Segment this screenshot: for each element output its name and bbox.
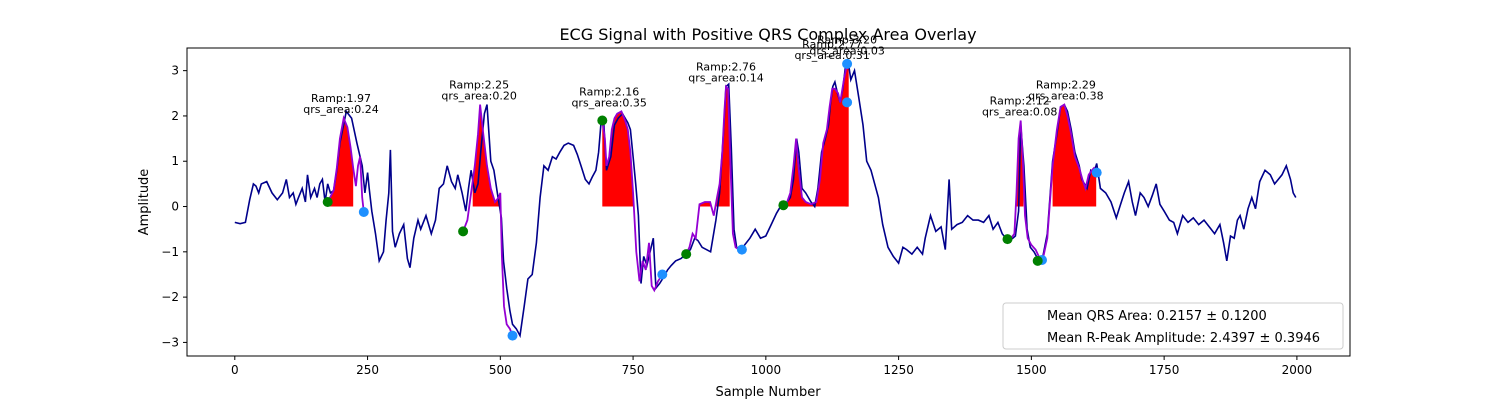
markers-layer xyxy=(322,58,1102,341)
legend-entry-qrs-area: Mean QRS Area: 0.2157 ± 0.1200 xyxy=(1047,309,1267,324)
y-axis-ticks: −3 −2 −1 0 1 2 3 xyxy=(161,64,187,349)
peak-label-4-area: qrs_area:0.14 xyxy=(688,72,763,85)
ecg-series-line xyxy=(234,59,1297,339)
x-tick-label: 250 xyxy=(356,363,379,377)
y-tick-label: 2 xyxy=(171,109,179,123)
r-peak-marker-extra xyxy=(842,58,853,69)
x-tick-label: 1750 xyxy=(1149,363,1180,377)
qrs-offset-marker-1 xyxy=(358,207,369,217)
x-tick-label: 1500 xyxy=(1016,363,1047,377)
plot-frame xyxy=(186,47,1351,357)
qrs-segment-4 xyxy=(685,84,742,255)
peak-label-6-ramp: Ramp:2.12 xyxy=(990,95,1050,108)
peak-labels-layer: Ramp:1.97qrs_area:0.24Ramp:2.25qrs_area:… xyxy=(303,33,1103,118)
peak-label-5-area: qrs_area:0.31 xyxy=(794,49,869,62)
qrs-segment-6 xyxy=(1007,120,1043,261)
peak-label-1-ramp: Ramp:1.97 xyxy=(311,92,371,105)
peak-label-2-ramp: Ramp:2.25 xyxy=(449,79,509,92)
y-axis-label: Amplitude xyxy=(137,169,152,236)
qrs-onset-marker-3 xyxy=(597,115,608,126)
y-tick-label: −3 xyxy=(161,335,179,349)
qrs-onset-marker-5 xyxy=(778,200,789,211)
x-tick-label: 500 xyxy=(489,363,512,377)
qrs-offset-marker-2 xyxy=(507,330,518,341)
qrs-segment-2 xyxy=(462,104,514,336)
qrs-segment-5 xyxy=(782,63,848,206)
peak-label-3-ramp: Ramp:2.16 xyxy=(579,85,639,98)
y-tick-label: 3 xyxy=(171,64,179,78)
ecg-signal-layer xyxy=(234,59,1297,339)
x-tick-label: 1000 xyxy=(751,363,782,377)
qrs-segment-1 xyxy=(326,115,365,213)
qrs-offset-marker-3 xyxy=(657,269,668,280)
qrs-area-fill-1 xyxy=(327,118,354,207)
peak-label-4-ramp: Ramp:2.76 xyxy=(696,61,756,74)
qrs-onset-marker-6 xyxy=(1002,234,1013,245)
qrs-segments-layer xyxy=(326,63,1098,336)
peak-label-6-area: qrs_area:0.08 xyxy=(982,106,1057,119)
x-tick-label: 0 xyxy=(231,363,239,377)
qrs-onset-marker-1 xyxy=(322,197,333,207)
qrs-onset-marker-4 xyxy=(681,249,692,260)
legend-frame xyxy=(1002,302,1344,350)
x-axis-ticks: 0 250 500 750 1000 1250 1500 1750 2000 xyxy=(231,356,1312,377)
peak-label-2-area: qrs_area:0.20 xyxy=(441,90,516,103)
qrs-onset-marker-2 xyxy=(458,226,469,237)
chart-title: ECG Signal with Positive QRS Complex Are… xyxy=(559,25,976,44)
peak-label-3-area: qrs_area:0.35 xyxy=(571,96,646,109)
qrs-segment-3 xyxy=(601,110,664,293)
y-tick-label: 1 xyxy=(171,154,179,168)
qrs-area-fill-2 xyxy=(472,104,501,207)
qrs-onset-marker-7 xyxy=(1032,255,1043,266)
legend-entry-r-peak: Mean R-Peak Amplitude: 2.4397 ± 0.3946 xyxy=(1047,331,1320,346)
qrs-area-fill-4 xyxy=(696,86,730,207)
x-axis-label: Sample Number xyxy=(715,385,821,400)
qrs-offset-marker-4 xyxy=(736,244,747,255)
peak-label-extra-area: qrs_area:0.03 xyxy=(809,44,884,57)
x-tick-label: 750 xyxy=(622,363,645,377)
x-tick-label: 1250 xyxy=(883,363,914,377)
qrs-segment-7 xyxy=(1037,103,1098,265)
qrs-offset-marker-5 xyxy=(842,97,853,108)
peak-label-7-ramp: Ramp:2.29 xyxy=(1036,79,1096,92)
qrs-offset-marker-7 xyxy=(1091,167,1102,178)
peak-label-7-area: qrs_area:0.38 xyxy=(1028,90,1103,103)
y-tick-label: −1 xyxy=(161,245,179,259)
y-tick-label: −2 xyxy=(161,290,179,304)
x-tick-label: 2000 xyxy=(1282,363,1313,377)
y-tick-label: 0 xyxy=(171,200,179,214)
legend-box: Mean QRS Area: 0.2157 ± 0.1200 Mean R-Pe… xyxy=(1002,302,1344,350)
peak-label-1-area: qrs_area:0.24 xyxy=(303,103,378,116)
peak-label-extra-ramp: Ramp:3.20 xyxy=(817,33,877,46)
